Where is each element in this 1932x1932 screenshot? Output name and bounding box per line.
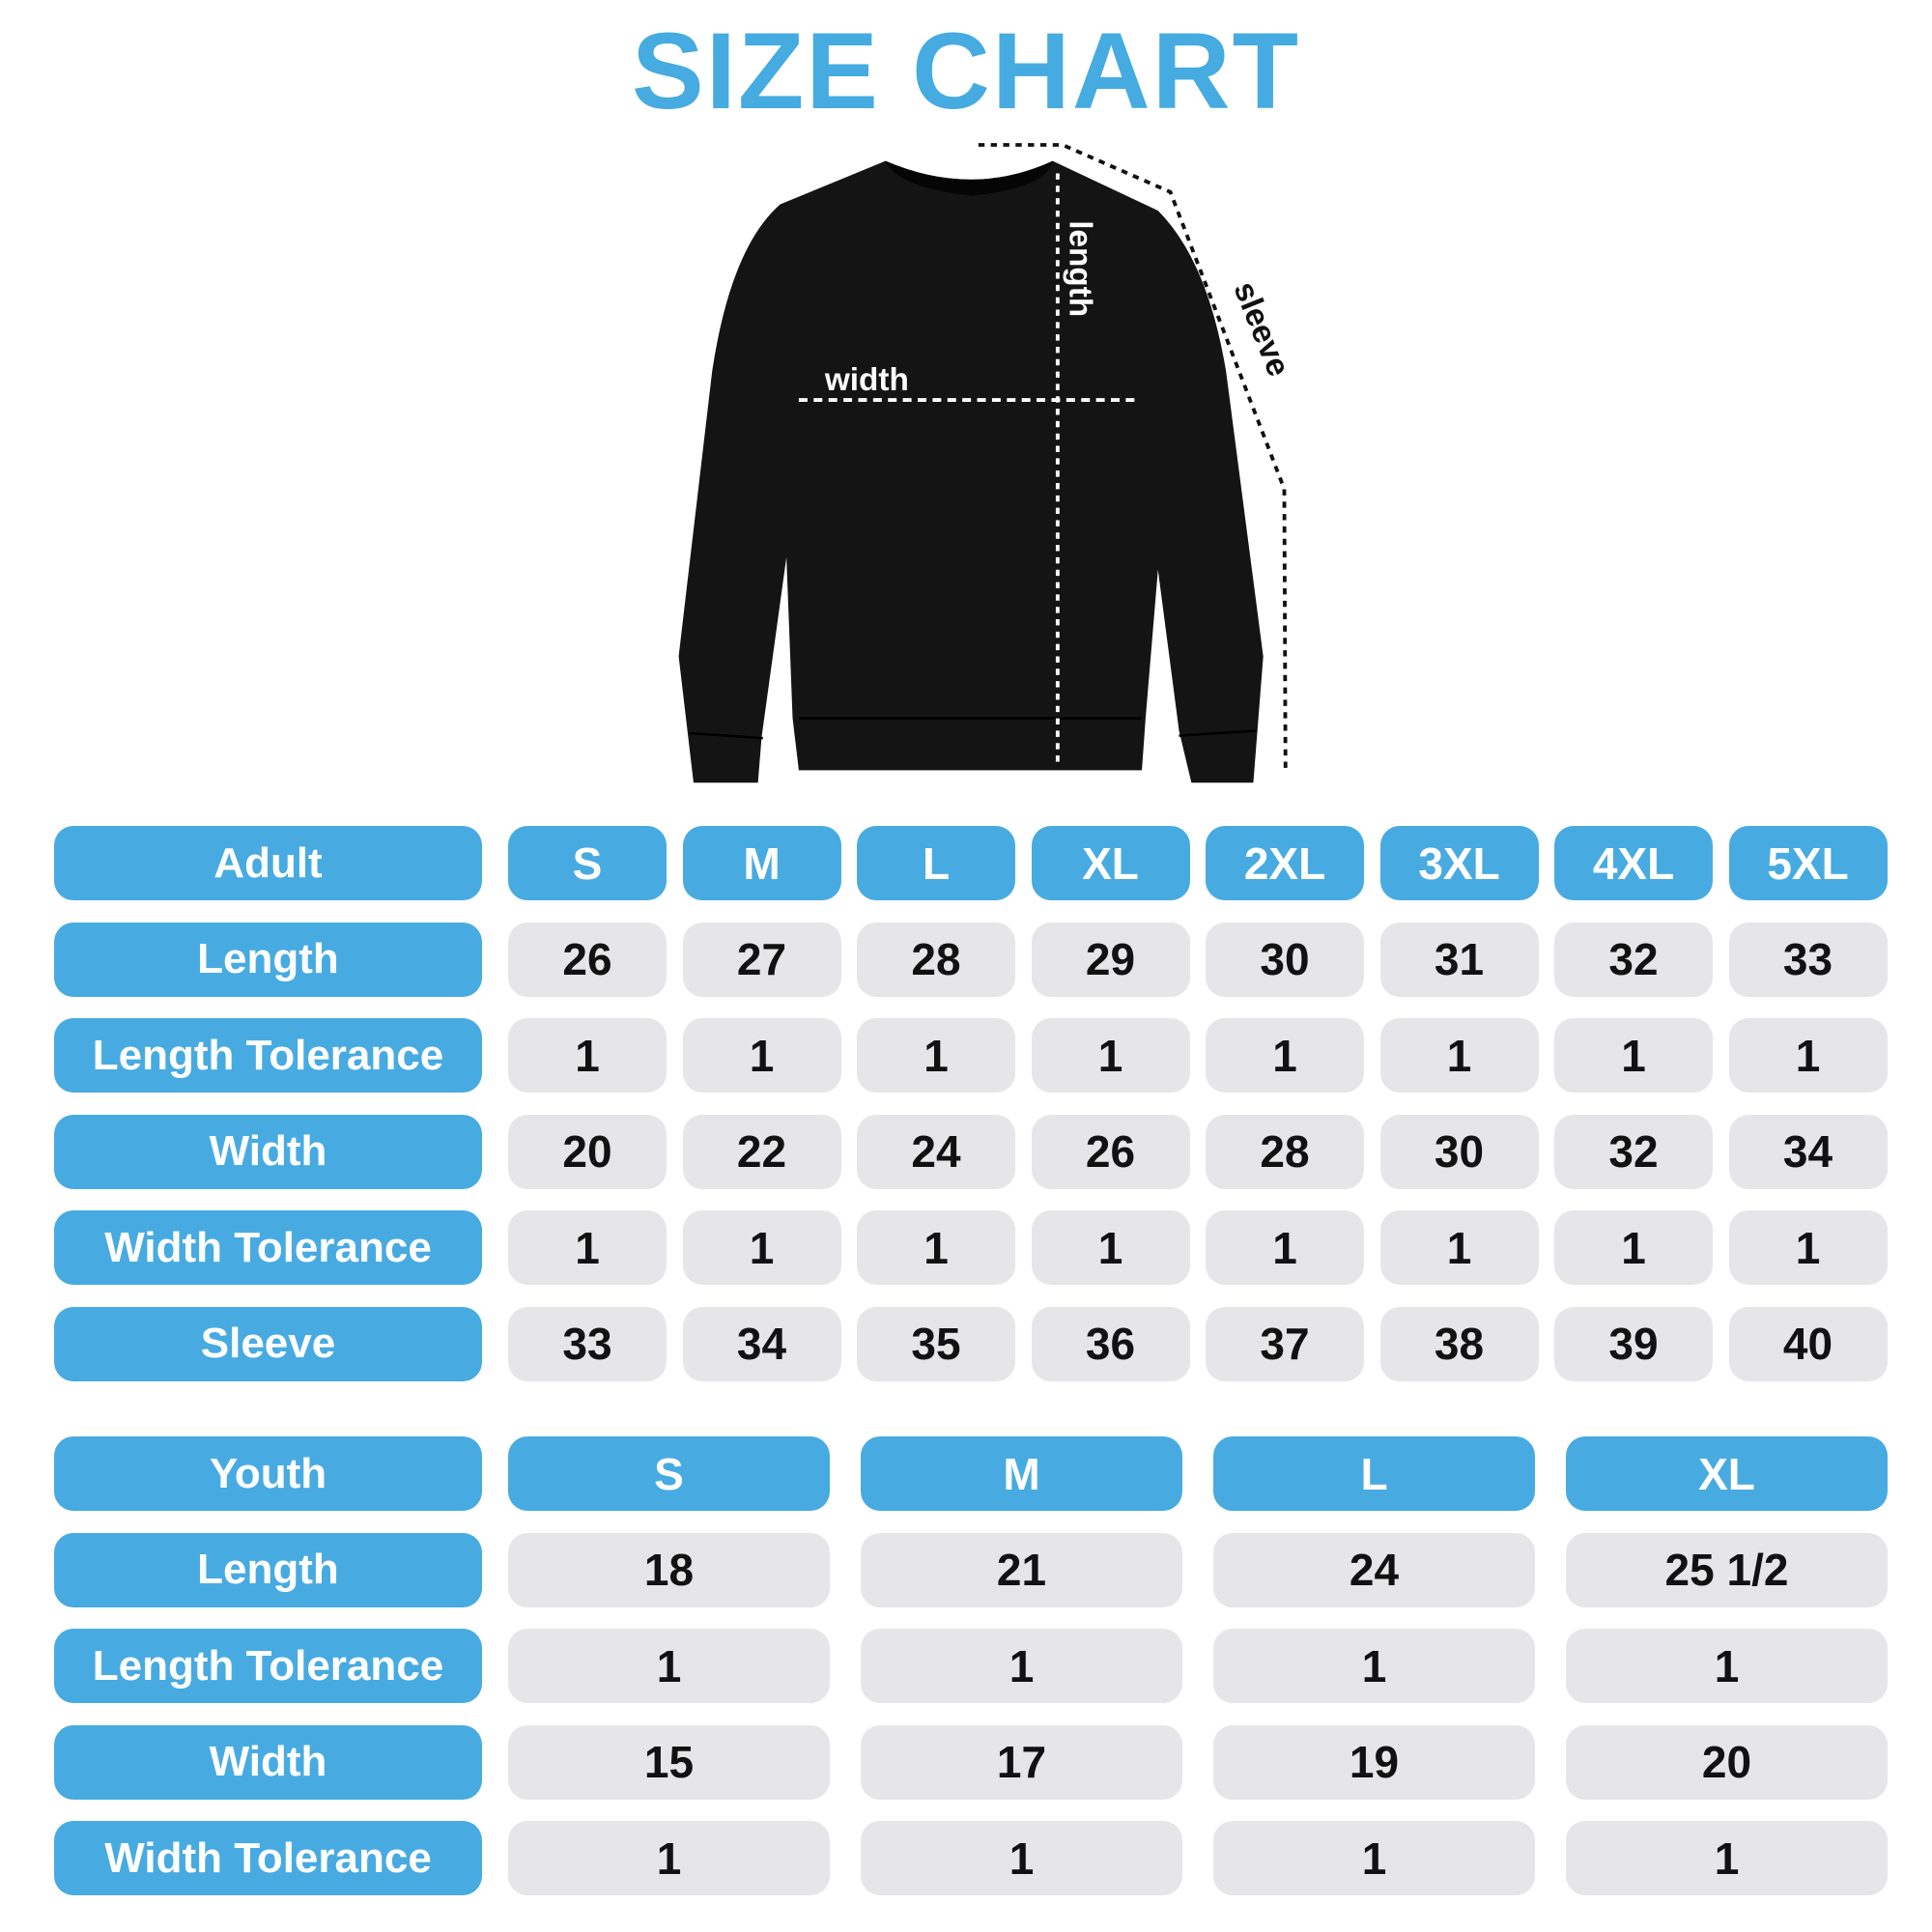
adult-row-label: Width Tolerance: [54, 1210, 482, 1285]
adult-cell: 1: [1728, 1018, 1888, 1093]
adult-row-label: Width: [54, 1114, 482, 1189]
adult-cell: 34: [1728, 1114, 1888, 1189]
adult-row-label: Length: [54, 922, 482, 997]
adult-cell: 33: [1728, 922, 1888, 997]
youth-cell: 24: [1213, 1532, 1535, 1607]
adult-cell: 1: [1554, 1210, 1713, 1285]
adult-cell: 22: [682, 1114, 841, 1189]
adult-cell: 33: [508, 1306, 667, 1381]
adult-cell: 20: [508, 1114, 667, 1189]
adult-cell: 24: [857, 1114, 1015, 1189]
adult-cell: 32: [1554, 1114, 1713, 1189]
adult-size-header: M: [682, 826, 841, 900]
adult-cell: 27: [682, 922, 841, 997]
left-cuff-seam: [690, 731, 763, 740]
adult-cell: 32: [1554, 922, 1713, 997]
youth-size-header: S: [508, 1436, 830, 1511]
adult-cell: 29: [1031, 922, 1190, 997]
adult-cell: 1: [1031, 1018, 1190, 1093]
youth-cell: 15: [508, 1724, 830, 1800]
collar: [885, 160, 1053, 196]
youth-cell: 1: [861, 1821, 1182, 1895]
youth-cell: 25 1/2: [1566, 1532, 1888, 1607]
youth-cell: 1: [1566, 1629, 1888, 1703]
adult-cell: 1: [1206, 1018, 1364, 1093]
width-label: width: [824, 362, 909, 398]
adult-size-header: S: [508, 826, 667, 900]
adult-cell: 1: [1031, 1210, 1190, 1285]
adult-cell: 1: [682, 1210, 841, 1285]
adult-cell: 39: [1554, 1306, 1713, 1381]
adult-cell: 1: [508, 1210, 667, 1285]
youth-cell: 1: [861, 1629, 1182, 1703]
youth-row-label: Width: [54, 1724, 482, 1800]
adult-cell: 1: [1379, 1018, 1539, 1093]
adult-size-header: XL: [1031, 826, 1190, 900]
adult-cell: 1: [1379, 1210, 1539, 1285]
adult-cell: 1: [857, 1210, 1015, 1285]
adult-row-label: Sleeve: [54, 1306, 482, 1381]
adult-cell: 31: [1379, 922, 1539, 997]
youth-cell: 21: [861, 1532, 1182, 1607]
right-cuff-seam: [1179, 729, 1258, 737]
adult-cell: 35: [857, 1306, 1015, 1381]
adult-size-header: 3XL: [1379, 826, 1539, 900]
adult-cell: 1: [857, 1018, 1015, 1093]
adult-cell: 37: [1206, 1306, 1364, 1381]
youth-cell: 1: [1566, 1821, 1888, 1895]
youth-row-label: Length Tolerance: [54, 1629, 482, 1703]
adult-cell: 28: [857, 922, 1015, 997]
youth-cell: 20: [1566, 1724, 1888, 1800]
adult-header-label: Adult: [54, 826, 482, 900]
youth-cell: 1: [1213, 1821, 1535, 1895]
adult-cell: 38: [1379, 1306, 1539, 1381]
youth-row-label: Width Tolerance: [54, 1821, 482, 1895]
page-title: SIZE CHART: [632, 11, 1300, 131]
youth-cell: 1: [508, 1821, 830, 1895]
adult-cell: 36: [1031, 1306, 1190, 1381]
adult-row-label: Length Tolerance: [54, 1018, 482, 1093]
adult-cell: 28: [1206, 1114, 1364, 1189]
sweatshirt-diagram: width length sleeve: [678, 143, 1296, 783]
adult-cell: 34: [682, 1306, 841, 1381]
adult-cell: 30: [1206, 922, 1364, 997]
youth-row-label: Length: [54, 1532, 482, 1607]
youth-cell: 1: [1213, 1629, 1535, 1703]
adult-size-header: L: [857, 826, 1015, 900]
youth-header-label: Youth: [54, 1436, 482, 1511]
adult-cell: 1: [1728, 1210, 1888, 1285]
youth-size-header: M: [861, 1436, 1182, 1511]
adult-cell: 30: [1379, 1114, 1539, 1189]
youth-cell: 19: [1213, 1724, 1535, 1800]
length-label: length: [1063, 220, 1098, 317]
adult-cell: 1: [508, 1018, 667, 1093]
adult-cell: 1: [1206, 1210, 1364, 1285]
adult-cell: 1: [682, 1018, 841, 1093]
adult-size-header: 4XL: [1554, 826, 1713, 900]
adult-size-header: 2XL: [1206, 826, 1364, 900]
adult-size-header: 5XL: [1728, 826, 1888, 900]
youth-size-header: L: [1213, 1436, 1535, 1511]
youth-cell: 18: [508, 1532, 830, 1607]
sleeve-measure-line: [978, 143, 1288, 775]
adult-cell: 26: [1031, 1114, 1190, 1189]
youth-size-header: XL: [1566, 1436, 1888, 1511]
adult-cell: 1: [1554, 1018, 1713, 1093]
adult-cell: 26: [508, 922, 667, 997]
youth-cell: 1: [508, 1629, 830, 1703]
youth-cell: 17: [861, 1724, 1182, 1800]
sweatshirt-image: [678, 160, 1264, 783]
adult-cell: 40: [1728, 1306, 1888, 1381]
